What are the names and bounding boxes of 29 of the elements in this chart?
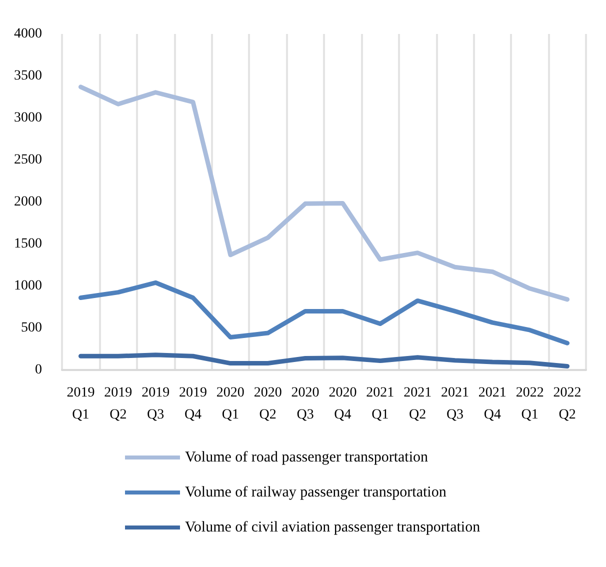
x-tick-label: 2020 Q4 bbox=[328, 386, 357, 422]
x-tick-label: 2019 Q1 bbox=[66, 386, 95, 422]
y-tick-label: 500 bbox=[21, 320, 42, 336]
y-tick-label: 2000 bbox=[14, 194, 42, 210]
y-tick-label: 2500 bbox=[14, 152, 42, 168]
x-tick-label: 2020 Q2 bbox=[254, 386, 282, 422]
line-series bbox=[78, 352, 570, 368]
x-tick-label: 2022 Q1 bbox=[516, 386, 544, 422]
x-tick-label: 2020 Q3 bbox=[291, 386, 320, 422]
y-tick-label: 1000 bbox=[14, 278, 42, 294]
line-series bbox=[78, 84, 570, 302]
y-tick-label: 3500 bbox=[14, 68, 42, 84]
x-tick-label: 2020 Q1 bbox=[216, 386, 244, 422]
x-tick-label: 2019 Q3 bbox=[142, 386, 170, 422]
legend-label: Volume of road passenger transportation bbox=[185, 450, 428, 466]
x-tick-label: 2022 Q2 bbox=[553, 386, 582, 422]
y-tick-label: 1500 bbox=[14, 236, 42, 252]
legend-label: Volume of civil aviation passenger transportation bbox=[185, 520, 481, 536]
x-tick-label: 2021 Q1 bbox=[366, 386, 394, 422]
y-tick-label: 3000 bbox=[14, 110, 42, 126]
x-tick-label: 2019 Q4 bbox=[179, 386, 207, 422]
x-tick-label: 2021 Q2 bbox=[404, 386, 432, 422]
line-series bbox=[78, 280, 570, 346]
x-tick-label: 2021 Q3 bbox=[441, 386, 469, 422]
x-tick-label: 2019 Q2 bbox=[104, 386, 132, 422]
y-tick-label: 4000 bbox=[14, 26, 42, 42]
x-tick-label: 2021 Q4 bbox=[478, 386, 506, 422]
legend-label: Volume of railway passenger transportation bbox=[185, 484, 447, 500]
y-tick-label: 0 bbox=[35, 362, 42, 378]
